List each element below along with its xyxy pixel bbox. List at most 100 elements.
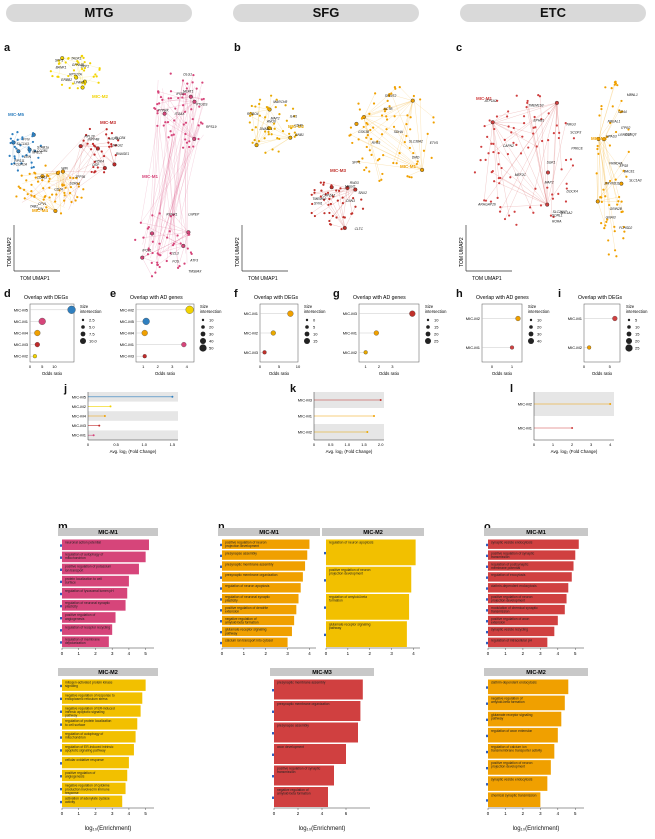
network-node bbox=[156, 263, 159, 266]
enrichment-term: presynaptic membrane assembly bbox=[277, 681, 326, 685]
network-node bbox=[416, 160, 419, 163]
network-node bbox=[20, 174, 23, 177]
network-node bbox=[107, 137, 110, 140]
network-node bbox=[181, 104, 185, 107]
legend-title: intersection bbox=[528, 309, 550, 314]
network-node bbox=[16, 149, 21, 154]
enrichment-term: glutamate receptor signaling bbox=[329, 622, 371, 626]
gene-label: NEAT1 bbox=[183, 90, 194, 94]
network-edge bbox=[601, 139, 605, 198]
network-edge bbox=[598, 138, 616, 251]
network-edge bbox=[492, 122, 537, 147]
network-edge bbox=[323, 182, 356, 190]
network-node bbox=[139, 221, 142, 224]
network-edge bbox=[192, 82, 195, 139]
network-node bbox=[181, 146, 185, 149]
fc-point bbox=[379, 399, 382, 401]
network-edge bbox=[162, 122, 202, 253]
network-node bbox=[365, 145, 368, 149]
dot-point bbox=[409, 310, 416, 317]
network-node bbox=[361, 207, 365, 210]
network-node bbox=[370, 153, 373, 156]
enrichment-bar bbox=[62, 600, 126, 611]
network-node bbox=[134, 238, 137, 241]
network-node bbox=[186, 247, 189, 250]
enrichment-title-bg bbox=[484, 668, 588, 676]
network-node bbox=[366, 133, 369, 137]
network-edge bbox=[62, 171, 78, 198]
network-edge bbox=[45, 186, 82, 198]
gene-label: ERN bbox=[24, 155, 32, 159]
enrichment-tick-label: 0 bbox=[221, 651, 224, 656]
fc-category-label: MIC-M1 bbox=[298, 414, 313, 419]
enrichment-tick-label: 0 bbox=[325, 651, 328, 656]
fold-change-plot-l: MIC-M2 MIC-M1 0 1 2 3 4 Avg. log₂ (Fold Change) bbox=[518, 392, 614, 454]
network-edge bbox=[349, 100, 413, 136]
network-node bbox=[274, 106, 277, 109]
network-node bbox=[191, 117, 194, 121]
enrichment-term: extension bbox=[225, 610, 239, 614]
network-edge bbox=[49, 197, 56, 212]
enrichment-term: glutamate receptor signaling bbox=[491, 713, 533, 717]
network-node bbox=[271, 148, 274, 151]
network-node bbox=[91, 142, 95, 145]
network-node bbox=[251, 141, 254, 144]
enrichment-tick-label: 1 bbox=[504, 811, 507, 816]
network-node bbox=[57, 75, 60, 78]
row-shade bbox=[88, 430, 178, 440]
network-node bbox=[94, 145, 97, 148]
fc-category-label: MIC-M3 bbox=[298, 398, 313, 403]
network-node bbox=[357, 160, 360, 163]
network-node bbox=[197, 137, 200, 141]
gene-label: CLTC bbox=[355, 227, 364, 231]
enrichment-tick-label: 5 bbox=[144, 651, 147, 656]
network-edge bbox=[407, 169, 423, 177]
enrichment-bar bbox=[274, 744, 346, 764]
module-label-mic-m1: MIC-M1 bbox=[142, 174, 158, 179]
network-node bbox=[201, 122, 204, 125]
legend-label: 5 bbox=[313, 325, 316, 330]
dot-plot-d: Overlap with DEGs MIC-M5 MIC-M1 MIC-M4 MIC-M… bbox=[14, 295, 102, 376]
network-node bbox=[374, 92, 377, 95]
enrichment-term: positive regulation of neuron bbox=[225, 541, 267, 545]
fc-category-label: MIC-M1 bbox=[518, 426, 533, 431]
network-node bbox=[45, 173, 49, 177]
gene-label: WIN bbox=[61, 167, 68, 171]
network-edge bbox=[420, 99, 423, 170]
network-edge bbox=[363, 116, 380, 181]
network-edge bbox=[62, 171, 74, 179]
enrichment-bar bbox=[488, 760, 551, 775]
gene-label: SLC1A3 bbox=[17, 142, 29, 146]
legend-label: 40 bbox=[537, 339, 542, 344]
network-node bbox=[599, 195, 602, 199]
enrichment-bar bbox=[222, 615, 295, 626]
panel-label-b: b bbox=[234, 42, 241, 54]
network-edge bbox=[53, 148, 98, 203]
network-edge bbox=[603, 139, 623, 212]
network-edge bbox=[142, 120, 175, 245]
significance-marker bbox=[486, 576, 488, 579]
network-node bbox=[352, 197, 355, 200]
enrichment-term: regulation of neuronal synaptic bbox=[65, 601, 110, 605]
dot-plot-title: Overlap with DEGs bbox=[578, 295, 623, 301]
network-node bbox=[76, 87, 79, 90]
network-edge bbox=[142, 257, 158, 263]
network-edge bbox=[45, 171, 92, 173]
gene-label: PLCB4 bbox=[115, 136, 126, 140]
network-edge bbox=[597, 170, 624, 202]
gene-label: TAB2 bbox=[30, 205, 38, 209]
network-node bbox=[615, 255, 618, 258]
network-edge bbox=[62, 58, 75, 71]
network-node bbox=[408, 146, 411, 150]
network-node bbox=[68, 86, 71, 90]
network-node bbox=[545, 202, 550, 207]
dot-category-label: MIC-M2 bbox=[244, 331, 259, 336]
network-node bbox=[146, 253, 150, 256]
network-node bbox=[23, 197, 26, 200]
module-label-mic-m4: MIC-M4 bbox=[32, 208, 48, 213]
network-node bbox=[288, 135, 293, 140]
network-node bbox=[112, 162, 117, 167]
enrichment-bar bbox=[62, 769, 128, 782]
network-node bbox=[622, 225, 625, 229]
enrichment-tick-label: 3 bbox=[390, 651, 393, 656]
